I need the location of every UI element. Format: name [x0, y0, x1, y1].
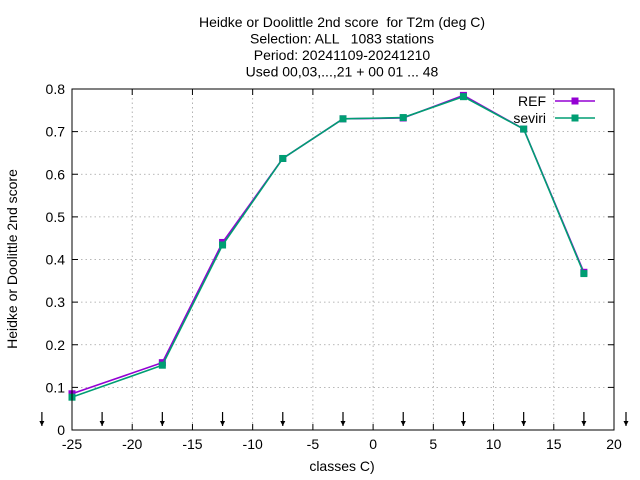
- data-point-seviri: [399, 114, 407, 122]
- y-tick-label: 0.1: [46, 379, 66, 395]
- data-point-seviri: [219, 241, 227, 249]
- legend-label: REF: [518, 93, 546, 109]
- x-tick-label: -10: [243, 436, 263, 452]
- data-point-seviri: [158, 361, 166, 369]
- class-boundary-arrowhead: [581, 421, 587, 426]
- legend-marker-REF: [571, 97, 579, 105]
- x-tick-label: 20: [606, 436, 622, 452]
- x-tick-label: -25: [62, 436, 82, 452]
- class-boundary-arrowhead: [99, 421, 105, 426]
- y-tick-label: 0.5: [46, 209, 66, 225]
- x-tick-label: -15: [182, 436, 202, 452]
- x-tick-label: -20: [122, 436, 142, 452]
- title-line: Selection: ALL 1083 stations: [250, 31, 434, 47]
- data-point-seviri: [459, 93, 467, 101]
- x-tick-label: 0: [369, 436, 377, 452]
- class-boundary-arrowhead: [623, 421, 629, 426]
- legend-label: seviri: [513, 110, 546, 126]
- class-boundary-arrows: [39, 412, 629, 426]
- ticks: -25 -20 -15 -10 -5 0 5 10 15 20 0 0.1 0.2 0.3 0.4 0.5 0.…: [46, 81, 622, 452]
- chart-title: Heidke or Doolittle 2nd score for T2m (d…: [199, 14, 485, 80]
- x-tick-label: -5: [307, 436, 320, 452]
- grid: [72, 89, 614, 430]
- class-boundary-arrowhead: [460, 421, 466, 426]
- legend-marker-seviri: [571, 114, 579, 122]
- y-tick-label: 0.2: [46, 337, 66, 353]
- series-line-seviri: [71, 95, 585, 398]
- title-line: Used 00,03,...,21 + 00 01 ... 48: [246, 64, 439, 80]
- title-line: Heidke or Doolittle 2nd score for T2m (d…: [199, 14, 485, 30]
- title-line: Period: 20241109-20241210: [254, 47, 431, 63]
- class-boundary-arrowhead: [340, 421, 346, 426]
- class-boundary-arrowhead: [39, 421, 45, 426]
- x-axis-label: classes C): [309, 458, 374, 474]
- x-tick-label: 5: [429, 436, 437, 452]
- class-boundary-arrowhead: [400, 421, 406, 426]
- data-point-seviri: [279, 154, 287, 162]
- class-boundary-arrowhead: [220, 421, 226, 426]
- y-tick-label: 0.7: [46, 124, 66, 140]
- y-tick-label: 0: [57, 422, 65, 438]
- data-point-seviri: [520, 125, 528, 133]
- series-group: [68, 91, 588, 401]
- series-line-REF: [71, 94, 585, 395]
- y-tick-label: 0.3: [46, 294, 66, 310]
- x-tick-label: 15: [546, 436, 562, 452]
- data-point-seviri: [339, 115, 347, 123]
- y-tick-label: 0.8: [46, 81, 66, 97]
- class-boundary-arrowhead: [159, 421, 165, 426]
- class-boundary-arrowhead: [280, 421, 286, 426]
- y-tick-label: 0.6: [46, 166, 66, 182]
- x-tick-label: 10: [486, 436, 502, 452]
- data-point-seviri: [580, 270, 588, 278]
- y-axis-label: Heidke or Doolittle 2nd score: [4, 169, 20, 349]
- y-tick-label: 0.4: [46, 252, 66, 268]
- class-boundary-arrowhead: [521, 421, 527, 426]
